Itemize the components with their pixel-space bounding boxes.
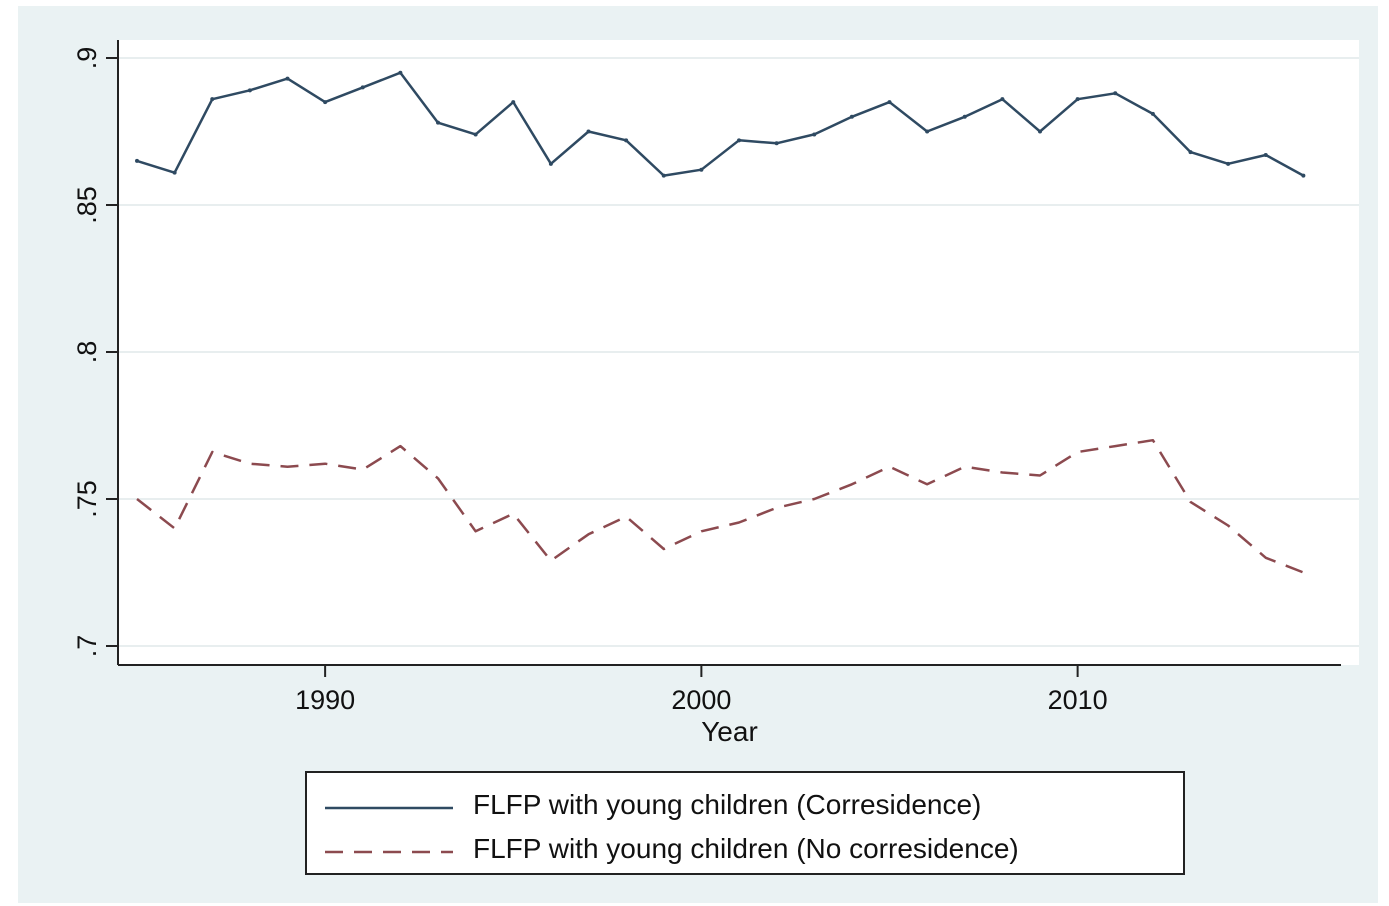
data-point	[1075, 97, 1080, 102]
data-point	[1000, 97, 1005, 102]
legend: FLFP with young children (Corresidence) F…	[305, 771, 1185, 875]
data-point	[925, 129, 930, 134]
data-point	[210, 97, 215, 102]
series-layer	[135, 70, 1306, 574]
x-tick-label: 1990	[295, 685, 355, 715]
y-tick-label: .8	[72, 341, 102, 364]
data-point	[887, 100, 892, 105]
legend-swatch	[325, 806, 453, 810]
data-point	[473, 132, 478, 137]
data-point	[661, 173, 666, 178]
data-point	[1226, 161, 1231, 166]
y-tick-label: .7	[72, 635, 102, 658]
data-point	[1188, 150, 1193, 155]
data-point	[962, 114, 967, 119]
series-line-1	[136, 71, 1305, 177]
y-tick-label: .85	[72, 186, 102, 224]
chart-frame: .7 .75 .8 .85 .9 1990 2000 2010 Year FLFP with …	[18, 6, 1378, 903]
data-point	[398, 70, 403, 75]
x-tick-label: 2000	[671, 685, 731, 715]
data-point	[624, 138, 629, 143]
data-point	[135, 158, 139, 163]
data-point	[1150, 111, 1155, 116]
data-point	[548, 161, 553, 166]
data-point	[586, 129, 591, 134]
legend-label: FLFP with young children (Corresidence)	[473, 789, 982, 820]
data-point	[737, 138, 741, 143]
data-point	[360, 85, 365, 90]
legend-swatch	[325, 850, 453, 854]
x-tick-label: 2010	[1048, 685, 1108, 715]
data-point	[699, 167, 704, 172]
line-chart: .7 .75 .8 .85 .9 1990 2000 2010 Year	[72, 40, 1359, 747]
data-point	[1263, 153, 1268, 158]
data-point	[285, 76, 290, 81]
data-point	[1113, 91, 1118, 96]
data-point	[812, 132, 817, 137]
data-point	[1301, 173, 1306, 178]
data-point	[172, 170, 177, 175]
data-point	[774, 141, 779, 146]
legend-item: FLFP with young children (No corresidenc…	[307, 831, 1183, 871]
data-point	[323, 100, 328, 105]
x-axis-title: Year	[701, 716, 758, 747]
legend-label: FLFP with young children (No corresidenc…	[473, 833, 1019, 864]
data-point	[247, 88, 252, 93]
data-point	[849, 114, 854, 119]
data-point	[1038, 129, 1042, 134]
y-tick-label: .75	[72, 480, 102, 518]
gridlines	[118, 57, 1359, 647]
axes: .7 .75 .8 .85 .9 1990 2000 2010	[72, 40, 1341, 715]
data-point	[436, 120, 440, 125]
legend-item: FLFP with young children (Corresidence)	[307, 787, 1183, 827]
data-point	[511, 100, 516, 105]
y-tick-label: .9	[72, 47, 102, 70]
